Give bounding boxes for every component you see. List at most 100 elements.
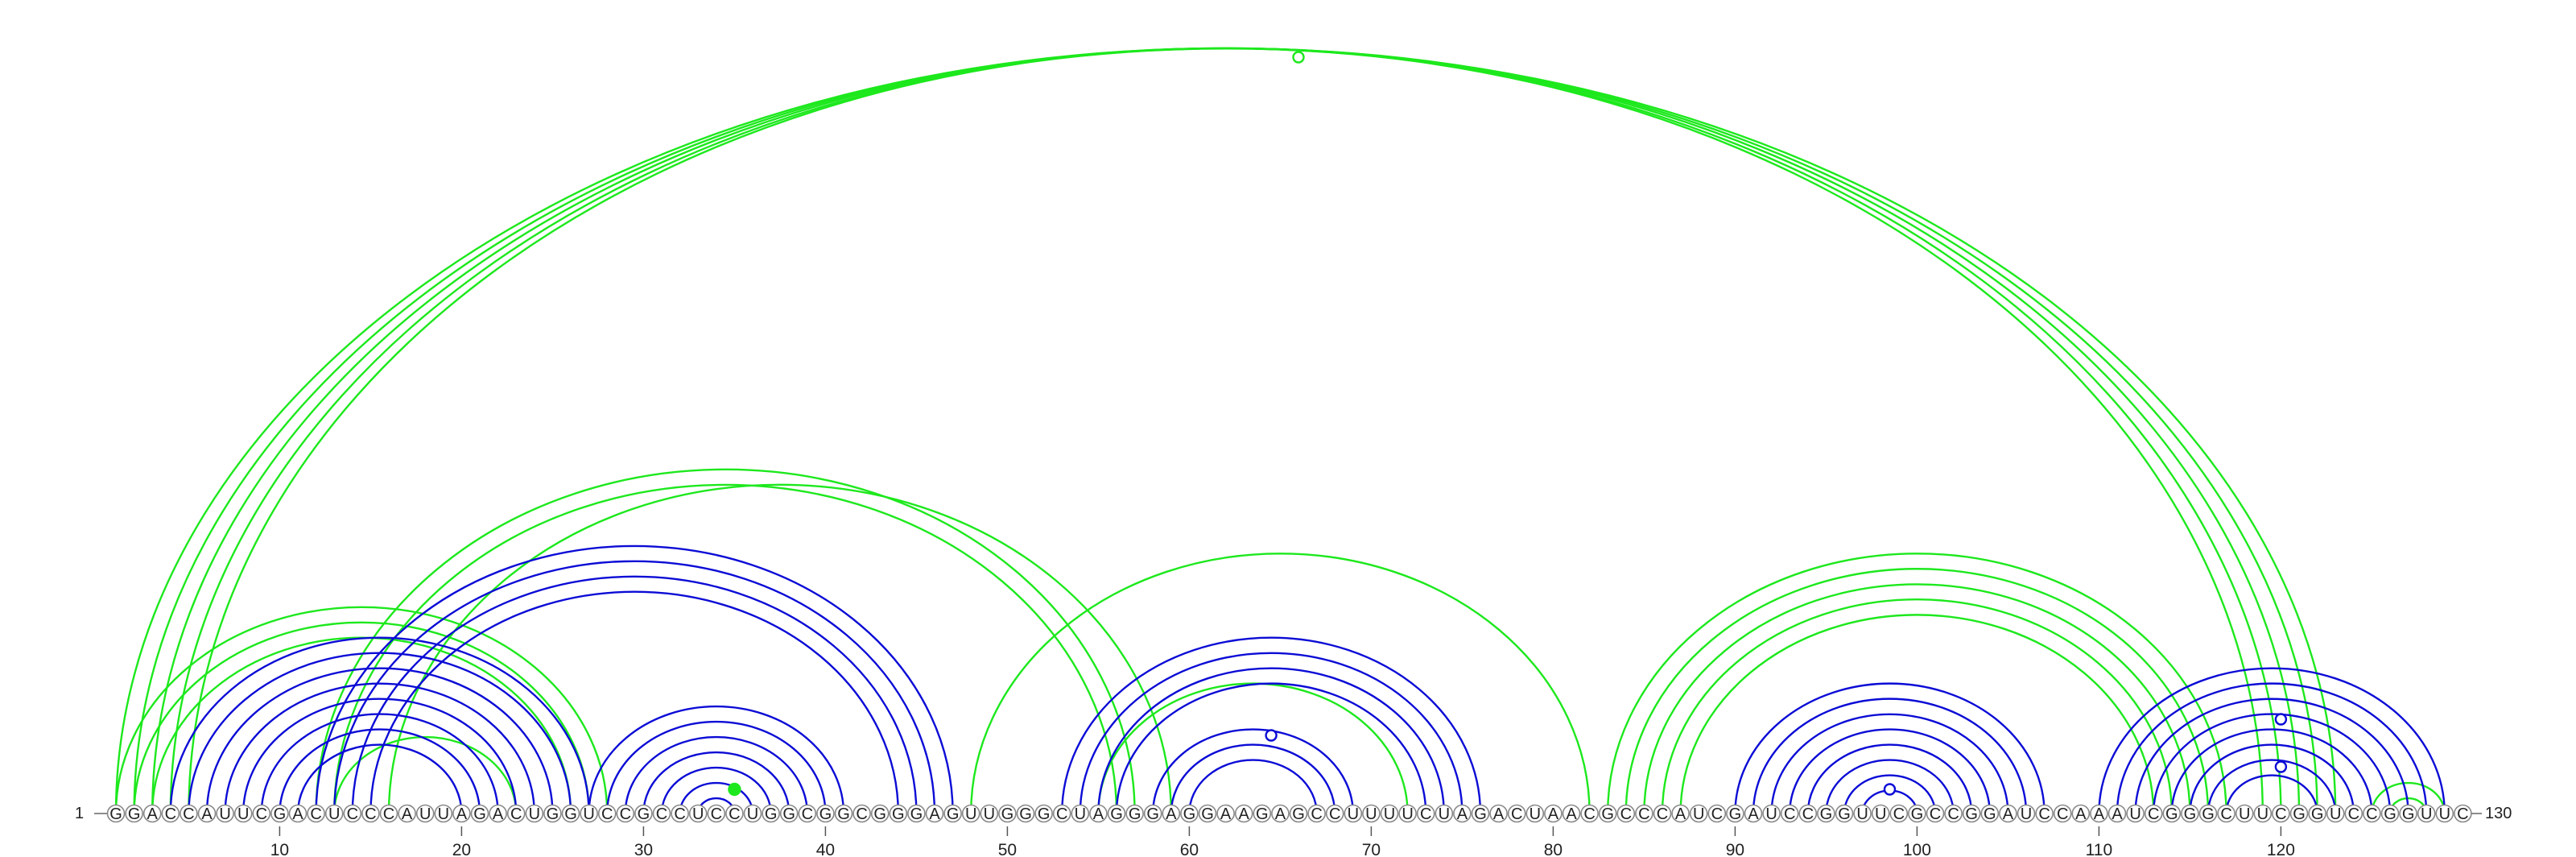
blue-arc-21 [1097,667,1445,814]
nucleotide-16: C [379,804,398,823]
nucleotide-27: U [580,804,598,823]
nucleotide-letter: G [873,805,886,823]
nucleotide-104: G [1980,804,2000,823]
nucleotide-45: G [907,804,926,823]
tick-label: 20 [452,841,471,857]
nucleotide-21: G [470,804,489,823]
nucleotide-119: U [2253,804,2273,823]
green-arc-13 [1097,682,1409,814]
green-arc-18 [1679,614,2155,814]
nucleotide-118: U [2235,804,2254,823]
nucleotide-49: U [980,804,999,823]
tick-layer: 10 20 30 40 50 60 70 80 90 100 110 120 [270,826,2295,857]
nucleotide-letter: G [2384,805,2396,823]
nucleotide-letter: C [1511,805,1522,823]
nucleotide-22: A [489,804,507,823]
tick-10: 10 [270,826,289,857]
nucleotide-letter: G [765,805,778,823]
nucleotide-96: G [1835,804,1854,823]
green-arc-9 [315,468,1136,814]
tick-90: 90 [1726,826,1744,857]
nucleotide-letter: C [1638,805,1649,823]
blue-arc-19 [1061,636,1482,814]
blue-arc-14 [624,735,808,814]
nucleotide-68: C [1325,804,1344,823]
nucleotide-46: A [925,804,944,823]
nucleotide-letter: C [2148,805,2159,823]
nucleotide-50: G [998,804,1017,823]
nucleotide-letter: U [438,805,449,823]
nucleotide-letter: C [2220,805,2231,823]
nucleotide-79: U [1525,804,1545,823]
nucleotide-letter: G [1110,805,1123,823]
tick-label: 120 [2267,841,2295,857]
nucleotide-letter: C [2457,805,2468,823]
blue-arc-35 [2116,682,2428,814]
nucleotide-112: U [2126,804,2145,823]
green-arc-11 [387,483,1172,814]
nucleotide-102: C [1944,804,1963,823]
nucleotide-35: C [725,804,744,823]
nucleotide-letter: C [1329,805,1340,823]
nucleotide-109: A [2071,804,2091,823]
blue-arc-6 [279,728,481,814]
nucleotide-letter: C [1947,805,1959,823]
green-arc-4 [188,47,2264,814]
nucleotide-letter: U [1693,805,1704,823]
nucleotide-3: A [142,804,162,823]
nucleotide-letter: G [564,805,577,823]
nucleotide-95: G [1817,804,1835,823]
nucleotide-letter: G [2293,805,2306,823]
nucleotide-125: C [2363,804,2381,823]
tick-label: 60 [1180,841,1199,857]
nucleotide-letter: U [1075,805,1086,823]
nucleotide-43: G [870,804,890,823]
green-arc-10 [333,483,1118,814]
tick-100: 100 [1903,826,1931,857]
blue-marker-3 [2274,760,2288,773]
nucleotide-52: G [1034,804,1053,823]
nucleotide-13: U [324,804,344,823]
nucleotide-14: C [343,804,362,823]
nucleotide-letter: A [1748,805,1759,823]
nucleotide-letter: G [1129,805,1141,823]
green-arc-19 [2371,781,2446,814]
nucleotide-letter: A [402,805,413,823]
nucleotide-letter: G [1183,805,1196,823]
nucleotide-130: C [2454,804,2472,823]
green-filled-marker-0 [728,782,741,797]
blue-arc-11 [369,590,899,814]
nucleotide-81: A [1562,804,1581,823]
tick-label: 40 [816,841,835,857]
nucleotide-letter: G [1146,805,1159,823]
blue-arc-9 [333,560,936,814]
blue-marker-0 [1265,729,1278,742]
nucleotide-88: U [1689,804,1708,823]
green-arc-16 [1643,583,2191,814]
nucleotide-letter: U [2257,805,2268,823]
nucleotide-110: A [2090,804,2108,823]
nucleotide-letter: G [819,805,832,823]
nucleotide-75: A [1453,804,1472,823]
nucleotide-letter: U [2129,805,2140,823]
nucleotide-86: C [1653,804,1672,823]
blue-marker-2 [2274,713,2288,726]
nucleotide-7: U [216,804,234,823]
tick-label: 30 [634,841,653,857]
nucleotide-letter: G [910,805,923,823]
tick-label: 10 [270,841,289,857]
nucleotide-76: G [1471,804,1490,823]
nucleotide-letter: G [892,805,905,823]
nucleotide-53: C [1052,804,1071,823]
blue-arc-7 [296,743,463,814]
tick-40: 40 [816,826,835,857]
nucleotide-55: A [1089,804,1108,823]
nucleotide-83: G [1598,804,1617,823]
nucleotide-letter: G [1201,805,1214,823]
tick-70: 70 [1362,826,1381,857]
green-arc-1 [133,47,2318,814]
nucleotide-93: C [1780,804,1799,823]
green-open-marker [1292,51,1305,64]
nucleotide-117: C [2217,804,2235,823]
